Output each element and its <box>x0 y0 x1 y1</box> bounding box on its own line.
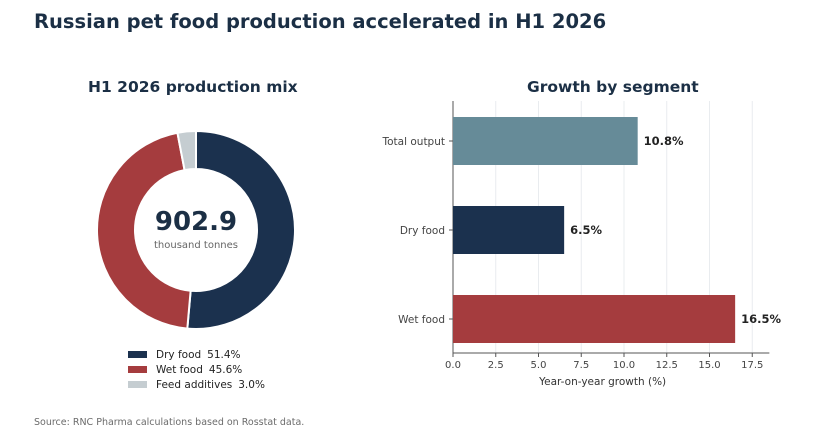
bar-chart-title: Growth by segment <box>527 78 699 96</box>
donut-slice-dry-food <box>186 129 297 330</box>
x-tick-label: 0.0 <box>445 360 461 371</box>
legend-label: Feed additives <box>156 378 233 391</box>
x-tick-label: 5.0 <box>531 360 547 371</box>
legend-value: 3.0% <box>238 378 265 391</box>
bar-value-label: 16.5% <box>741 312 781 326</box>
donut-legend: Dry food 51.4% Wet food 45.6% Feed additives… <box>128 347 265 392</box>
bar-value-label: 10.8% <box>644 134 684 148</box>
y-tick-label: Wet food <box>398 314 445 326</box>
donut-chart-title: H1 2026 production mix <box>88 78 298 96</box>
x-axis-label: Year-on-year growth (%) <box>538 376 666 388</box>
x-tick-label: 7.5 <box>573 360 589 371</box>
legend-value: 51.4% <box>207 348 241 361</box>
bar-value-label: 6.5% <box>570 223 602 237</box>
legend-item: Wet food 45.6% <box>128 362 265 377</box>
bar-wet-food <box>453 295 736 343</box>
main-title: Russian pet food production accelerated … <box>34 10 607 33</box>
legend-label: Wet food <box>156 363 203 376</box>
y-tick-label: Total output <box>382 136 446 148</box>
x-tick-label: 2.5 <box>488 360 504 371</box>
donut-center-label: thousand tonnes <box>154 240 238 251</box>
legend-swatch <box>128 381 147 388</box>
legend-value: 45.6% <box>208 363 243 376</box>
x-tick-label: 17.5 <box>741 360 763 371</box>
legend-item: Dry food 51.4% <box>128 347 265 362</box>
source-note: Source: RNC Pharma calculations based on… <box>34 417 305 428</box>
bar-total-output <box>453 117 638 165</box>
legend-swatch <box>128 366 147 373</box>
legend-label: Dry food <box>156 348 202 361</box>
x-tick-label: 10.0 <box>613 360 635 371</box>
y-tick-label: Dry food <box>400 225 445 237</box>
donut-center-value: 902.9 <box>155 207 237 237</box>
donut-slice-wet-food <box>96 131 192 330</box>
legend-item: Feed additives 3.0% <box>128 377 265 392</box>
legend-swatch <box>128 351 147 358</box>
x-tick-label: 15.0 <box>698 360 720 371</box>
bar-dry-food <box>453 206 565 254</box>
x-tick-label: 12.5 <box>656 360 678 371</box>
donut-slice-feed-additives <box>176 129 197 172</box>
